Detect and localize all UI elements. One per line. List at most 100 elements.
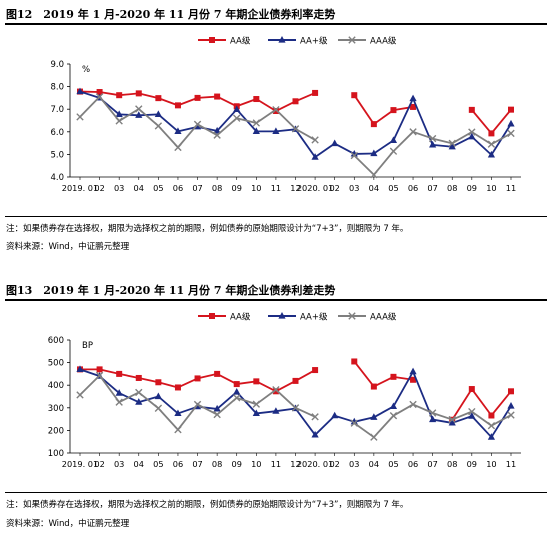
data-point-aaa: [389, 147, 398, 155]
data-point-aa: [272, 388, 279, 395]
series-segment-aa_plus: [373, 405, 394, 419]
series-segment-aa: [275, 380, 296, 393]
x-tick-label: 02: [94, 459, 104, 469]
data-point-aaa: [252, 119, 261, 127]
data-point-aa: [390, 107, 397, 114]
series-segment-aa_plus: [314, 415, 336, 436]
series-segment-aaa: [157, 125, 179, 149]
legend-marker-aa: [209, 313, 215, 319]
data-point-aa_plus: [409, 367, 417, 375]
data-point-aa: [174, 384, 181, 391]
series-segment-aaa: [255, 108, 277, 124]
data-point-aa_plus: [135, 111, 143, 118]
x-tick-label: 05: [153, 459, 163, 469]
series-segment-aaa: [79, 374, 101, 396]
data-point-aaa: [76, 391, 84, 399]
x-tick-label: 09: [467, 459, 477, 469]
series-segment-aaa: [177, 123, 199, 148]
data-point-aa: [155, 379, 162, 386]
figure-12-source: 资料来源：Wind，中证鹏元整理: [6, 242, 130, 252]
series-segment-aaa: [432, 412, 453, 421]
x-tick-label: 07: [427, 459, 437, 469]
series-segment-aa_plus: [275, 407, 296, 413]
data-point-aa_plus: [76, 87, 84, 95]
series-segment-aa: [393, 375, 414, 381]
data-point-aaa: [154, 404, 163, 412]
series-segment-aaa: [118, 391, 140, 403]
data-point-aa_plus: [252, 409, 260, 417]
x-tick-label: 09: [232, 459, 242, 469]
data-point-aaa: [448, 139, 456, 148]
data-point-aa: [272, 108, 279, 115]
data-point-aaa: [95, 93, 104, 101]
x-tick-label: 06: [173, 459, 183, 469]
y-tick-label: 9.0: [50, 60, 64, 70]
data-point-aaa: [115, 398, 123, 406]
data-point-aaa: [174, 143, 182, 152]
series-segment-aa: [451, 388, 473, 421]
x-tick-label: 03: [349, 183, 359, 193]
legend-label-aa_plus: AA+级: [300, 36, 328, 47]
data-point-aa: [116, 92, 123, 99]
data-point-aa_plus: [331, 411, 339, 419]
legend-marker-aaa: [348, 36, 356, 44]
data-point-aa: [370, 383, 377, 390]
data-point-aa_plus: [429, 415, 437, 423]
series-segment-aa_plus: [138, 113, 159, 117]
series-segment-aa: [255, 98, 277, 112]
y-tick-label: 4.0: [50, 173, 64, 183]
data-point-aa: [96, 366, 103, 373]
series-segment-aaa: [412, 403, 433, 414]
series-segment-aa_plus: [354, 416, 375, 423]
series-segment-aa: [295, 369, 316, 382]
data-point-aaa: [350, 419, 358, 427]
x-tick-label: 06: [408, 459, 418, 469]
data-point-aa_plus: [135, 398, 143, 405]
series-segment-aaa: [236, 396, 257, 406]
data-point-aa_plus: [233, 105, 241, 113]
data-point-aaa: [291, 125, 300, 133]
data-point-aa_plus: [272, 127, 280, 134]
series-segment-aa_plus: [392, 98, 414, 141]
data-point-aaa: [135, 105, 143, 113]
series-segment-aa: [118, 373, 139, 379]
data-point-aa: [292, 98, 299, 105]
data-point-aa_plus: [174, 409, 182, 417]
series-segment-aaa: [98, 96, 120, 122]
data-point-aa: [194, 94, 201, 101]
data-point-aa_plus: [409, 94, 417, 102]
data-point-aa: [135, 90, 142, 97]
figure-13-bottom-rule: [5, 492, 547, 493]
data-point-aa: [96, 89, 103, 96]
data-point-aa_plus: [252, 127, 260, 134]
data-point-aa_plus: [448, 418, 456, 426]
data-point-aa_plus: [507, 119, 515, 127]
data-point-aa: [312, 367, 319, 374]
x-tick-label: 03: [114, 459, 124, 469]
x-tick-label: 10: [486, 459, 496, 469]
y-tick-label: 7.0: [50, 105, 64, 115]
series-segment-aa_plus: [79, 90, 100, 99]
data-point-aa: [135, 374, 142, 381]
series-segment-aaa: [236, 117, 257, 124]
x-tick-label: 09: [467, 183, 477, 193]
x-tick-label: 04: [369, 183, 379, 193]
x-tick-label: 03: [114, 183, 124, 193]
x-tick-label: 03: [349, 459, 359, 469]
series-segment-aa: [138, 92, 159, 100]
series-segment-aa_plus: [451, 135, 473, 148]
unit-label: %: [82, 65, 90, 75]
data-point-aaa: [233, 114, 241, 122]
series-segment-aaa: [490, 414, 512, 427]
series-segment-aa_plus: [451, 415, 473, 424]
data-point-aa: [508, 388, 514, 395]
data-point-aaa: [154, 122, 163, 130]
series-segment-aa: [99, 91, 120, 97]
data-point-aa: [410, 376, 417, 383]
figure-12-bottom-rule: [5, 216, 547, 217]
data-point-aaa: [252, 400, 261, 408]
data-point-aa_plus: [233, 387, 241, 395]
y-tick-label: 5.0: [50, 150, 64, 160]
series-segment-aaa: [373, 150, 395, 176]
x-tick-label: 11: [271, 459, 281, 469]
